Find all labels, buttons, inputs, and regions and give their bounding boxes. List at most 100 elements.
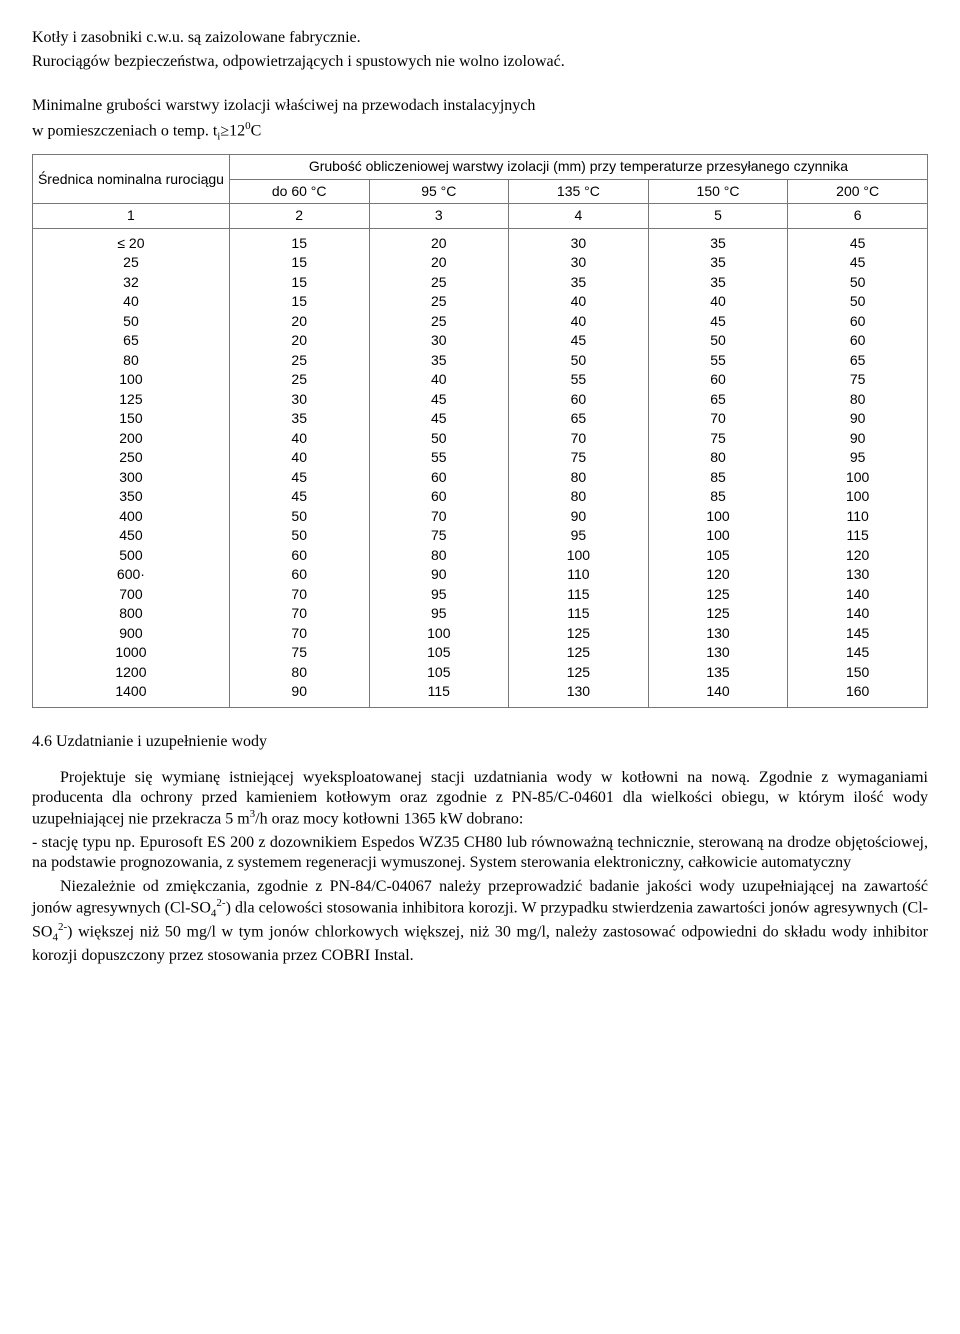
table-cell: 65 [509, 409, 649, 429]
table-cell: 40 [509, 292, 649, 312]
table-row: 502025404560 [33, 312, 928, 332]
table-cell: 35 [648, 228, 788, 253]
paragraph: Projektuje się wymianę istniejącej wyeks… [32, 768, 928, 829]
table-row: 1002540556075 [33, 370, 928, 390]
table-row: 450507595100115 [33, 526, 928, 546]
table-cell: 45 [229, 468, 369, 488]
table-cell: 140 [788, 604, 928, 624]
paragraph: Kotły i zasobniki c.w.u. są zaizolowane … [32, 28, 928, 48]
table-cell: 105 [369, 643, 509, 663]
table-cell: 100 [788, 487, 928, 507]
table-cell: 40 [33, 292, 230, 312]
table-row: 8007095115125140 [33, 604, 928, 624]
paragraph: Niezależnie od zmiękczania, zgodnie z PN… [32, 877, 928, 966]
table-row: ≤ 201520303545 [33, 228, 928, 253]
table-cell: 145 [788, 643, 928, 663]
table-cell: 75 [788, 370, 928, 390]
text: w pomieszczeniach o temp. t [32, 122, 217, 139]
table-cell: 80 [229, 663, 369, 683]
table-cell: 25 [33, 253, 230, 273]
col-num: 1 [33, 204, 230, 229]
table-col-temp: 200 °C [788, 179, 928, 204]
table-row: 401525404050 [33, 292, 928, 312]
table-cell: 20 [229, 312, 369, 332]
paragraph: w pomieszczeniach o temp. ti≥120C [32, 120, 928, 144]
table-cell: ≤ 20 [33, 228, 230, 253]
table-cell: 135 [648, 663, 788, 683]
table-cell: 100 [369, 624, 509, 644]
table-cell: 90 [788, 429, 928, 449]
table-row: 652030455060 [33, 331, 928, 351]
table-cell: 65 [648, 390, 788, 410]
table-cell: 55 [509, 370, 649, 390]
table-row: 802535505565 [33, 351, 928, 371]
table-cell: 1400 [33, 682, 230, 707]
table-row: 251520303545 [33, 253, 928, 273]
table-cell: 65 [33, 331, 230, 351]
table-cell: 55 [648, 351, 788, 371]
table-cell: 85 [648, 468, 788, 488]
table-cell: 140 [648, 682, 788, 707]
text: Kotły i zasobniki c.w.u. są zaizolowane … [32, 29, 361, 46]
table-row: 2504055758095 [33, 448, 928, 468]
table-cell: 30 [509, 253, 649, 273]
table-cell: 45 [788, 253, 928, 273]
table-cell: 40 [369, 370, 509, 390]
text: ) większej niż 50 mg/l w tym jonów chlor… [32, 924, 928, 964]
text: C [251, 122, 262, 139]
table-cell: 130 [648, 643, 788, 663]
table-cell: 80 [788, 390, 928, 410]
table-cell: 30 [369, 331, 509, 351]
table-cell: 15 [229, 292, 369, 312]
table-cell: 100 [648, 507, 788, 527]
table-cell: 30 [509, 228, 649, 253]
col-num: 5 [648, 204, 788, 229]
table-cell: 20 [369, 228, 509, 253]
table-cell: 15 [229, 228, 369, 253]
text: Minimalne grubości warstwy izolacji właś… [32, 97, 535, 114]
table-cell: 35 [229, 409, 369, 429]
table-cell: 115 [788, 526, 928, 546]
table-cell: 80 [648, 448, 788, 468]
table-cell: 100 [648, 526, 788, 546]
table-cell: 50 [509, 351, 649, 371]
table-cell: 400 [33, 507, 230, 527]
table-row: 120080105125135150 [33, 663, 928, 683]
table-cell: 900 [33, 624, 230, 644]
table-cell: 32 [33, 273, 230, 293]
table-row: 1503545657090 [33, 409, 928, 429]
col-num: 4 [509, 204, 649, 229]
table-cell: 25 [369, 292, 509, 312]
text: Rurociągów bezpieczeństwa, odpowietrzają… [32, 53, 565, 70]
table-cell: 95 [369, 585, 509, 605]
table-cell: 125 [509, 643, 649, 663]
table-cell: 45 [369, 409, 509, 429]
table-cell: 125 [648, 585, 788, 605]
table-cell: 100 [33, 370, 230, 390]
table-cell: 40 [648, 292, 788, 312]
table-header-left: Średnica nominalna rurociągu [33, 155, 230, 204]
table-cell: 70 [229, 585, 369, 605]
table-col-temp: do 60 °C [229, 179, 369, 204]
table-cell: 60 [369, 468, 509, 488]
insulation-table: Średnica nominalna rurociągu Grubość obl… [32, 154, 928, 708]
table-cell: 125 [33, 390, 230, 410]
table-cell: 60 [788, 312, 928, 332]
table-cell: 60 [648, 370, 788, 390]
table-cell: 70 [229, 604, 369, 624]
table-cell: 50 [33, 312, 230, 332]
table-cell: 50 [369, 429, 509, 449]
table-cell: 50 [648, 331, 788, 351]
table-cell: 700 [33, 585, 230, 605]
table-cell: 75 [509, 448, 649, 468]
table-cell: 70 [369, 507, 509, 527]
table-cell: 100 [509, 546, 649, 566]
table-cell: 130 [509, 682, 649, 707]
table-col-temp: 135 °C [509, 179, 649, 204]
superscript: 2- [216, 897, 225, 909]
table-cell: 70 [648, 409, 788, 429]
table-cell: 250 [33, 448, 230, 468]
table-cell: 65 [788, 351, 928, 371]
table-cell: 115 [509, 585, 649, 605]
table-cell: 45 [369, 390, 509, 410]
